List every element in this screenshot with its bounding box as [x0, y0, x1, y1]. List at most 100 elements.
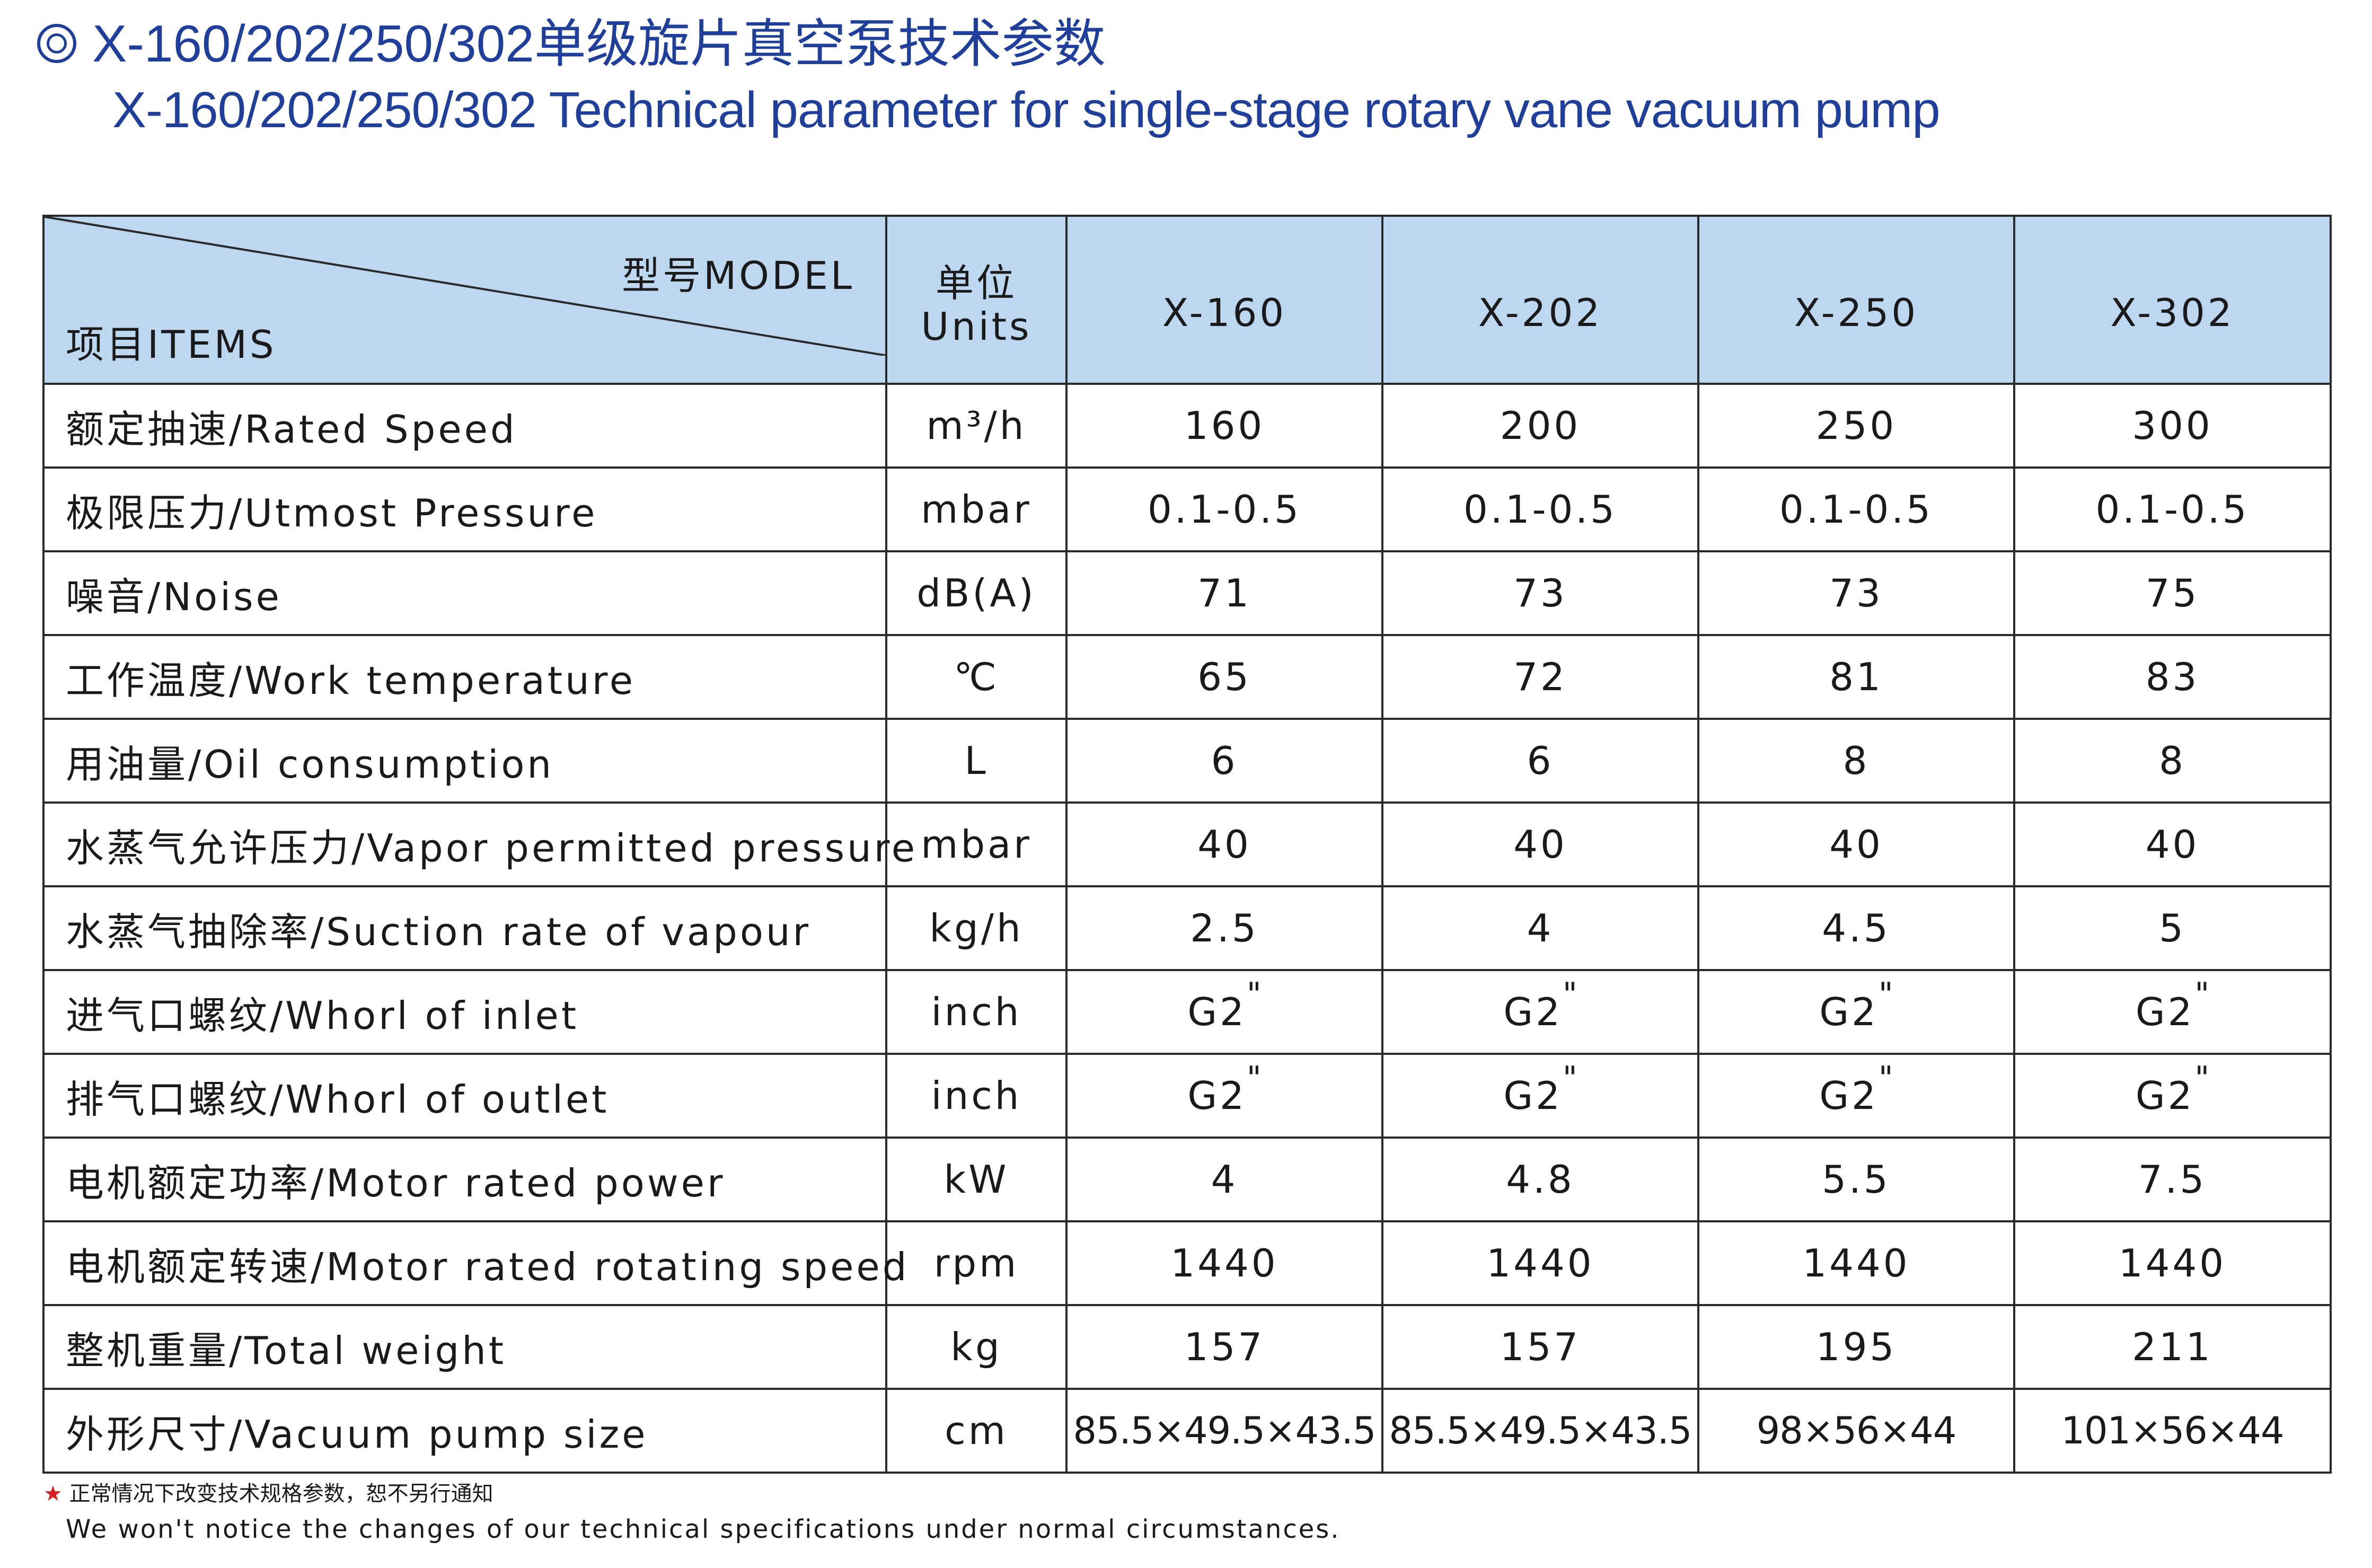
row-unit: mbar	[885, 466, 1068, 552]
row-item-label: 整机重量/Total weight	[42, 1304, 887, 1390]
header-units-cn: 单位	[935, 261, 1017, 305]
row-value-4: 40	[2013, 801, 2332, 887]
header-model-3: X-250	[1697, 215, 2015, 385]
inch-mark: "	[1879, 976, 1893, 1013]
inch-mark: "	[1563, 976, 1577, 1013]
row-unit: inch	[885, 969, 1068, 1055]
row-value-4: 300	[2013, 383, 2332, 469]
row-unit: m³/h	[885, 383, 1068, 469]
row-value-2: 4.8	[1381, 1137, 1699, 1222]
row-value-2: 73	[1381, 550, 1699, 636]
row-value-2: 157	[1381, 1304, 1699, 1390]
table-row: 外形尺寸/Vacuum pump size cm 85.5×49.5×43.5 85.…	[42, 1388, 2332, 1474]
diagonal-line	[46, 218, 884, 356]
row-item-label: 排气口螺纹/Whorl of outlet	[42, 1053, 887, 1139]
row-value-1: 157	[1065, 1304, 1383, 1390]
header-model-1: X-160	[1065, 215, 1383, 385]
row-value-1: 65	[1065, 634, 1383, 720]
header-units: 单位 Units	[885, 215, 1068, 385]
row-unit: ℃	[885, 634, 1068, 720]
row-value-3: G2"	[1697, 1053, 2015, 1139]
table-row: 整机重量/Total weight kg 157 157 195 211	[42, 1304, 2332, 1390]
row-value-2: 40	[1381, 801, 1699, 887]
inch-mark: "	[1247, 1060, 1262, 1097]
table-row: 排气口螺纹/Whorl of outlet inch G2" G2" G2" G2"	[42, 1053, 2332, 1139]
inch-mark: "	[1563, 1060, 1577, 1097]
header-items-label: 项目ITEMS	[66, 322, 277, 367]
table-row: 额定抽速/Rated Speed m³/h 160 200 250 300	[42, 383, 2332, 469]
header-model-4: X-302	[2013, 215, 2332, 385]
row-value-4: 8	[2013, 718, 2332, 804]
row-value-1: 6	[1065, 718, 1383, 804]
footnote-chinese: 正常情况下改变技术规格参数，恕不另行通知	[69, 1482, 493, 1506]
row-item-label: 噪音/Noise	[42, 550, 887, 636]
table-row: 水蒸气抽除率/Suction rate of vapour kg/h 2.5 4 4.5…	[42, 885, 2332, 971]
row-unit: dB(A)	[885, 550, 1068, 636]
row-value-2: 72	[1381, 634, 1699, 720]
row-item-label: 水蒸气允许压力/Vapor permitted pressure	[42, 801, 915, 887]
header-units-en: Units	[921, 304, 1032, 349]
value-text: G2	[1503, 1073, 1563, 1118]
row-value-3: 195	[1697, 1304, 2015, 1390]
title-english: X-160/202/250/302 Technical parameter fo…	[112, 82, 1941, 138]
table-row: 工作温度/Work temperature ℃ 65 72 81 83	[42, 634, 2332, 720]
table-row: 进气口螺纹/Whorl of inlet inch G2" G2" G2" G2"	[42, 969, 2332, 1055]
row-value-1: 4	[1065, 1137, 1383, 1222]
row-value-4: 83	[2013, 634, 2332, 720]
inch-mark: "	[1247, 976, 1262, 1013]
row-unit: inch	[885, 1053, 1068, 1139]
header-model-2: X-202	[1381, 215, 1699, 385]
row-item-label: 工作温度/Work temperature	[42, 634, 887, 720]
row-value-4: 1440	[2013, 1220, 2332, 1306]
row-value-3: 0.1-0.5	[1697, 466, 2015, 552]
table-row: 水蒸气允许压力/Vapor permitted pressure mbar 40 40…	[42, 801, 2332, 887]
row-value-2: 200	[1381, 383, 1699, 469]
row-value-4: 0.1-0.5	[2013, 466, 2332, 552]
row-value-2: G2"	[1381, 1053, 1699, 1139]
value-text: G2	[2135, 990, 2195, 1034]
inch-mark: "	[2194, 976, 2210, 1013]
table-header-row: 型号MODEL 项目ITEMS 单位 Units X-160 X-202 X-2…	[42, 215, 2332, 385]
row-value-4: 75	[2013, 550, 2332, 636]
row-value-1: 40	[1065, 801, 1383, 887]
row-value-3: 81	[1697, 634, 2015, 720]
value-text: G2	[1187, 990, 1247, 1034]
inch-mark: "	[1879, 1060, 1893, 1097]
row-value-1: 85.5×49.5×43.5	[1065, 1388, 1383, 1474]
row-value-3: G2"	[1697, 969, 2015, 1055]
row-value-1: 160	[1065, 383, 1383, 469]
row-unit: kg/h	[885, 885, 1068, 971]
row-value-2: 0.1-0.5	[1381, 466, 1699, 552]
footnote-english: We won't notice the changes of our techn…	[66, 1514, 1341, 1544]
row-unit: L	[885, 718, 1068, 804]
row-value-1: 1440	[1065, 1220, 1383, 1306]
inch-mark: "	[2194, 1060, 2210, 1097]
row-item-label: 水蒸气抽除率/Suction rate of vapour	[42, 885, 887, 971]
row-item-label: 电机额定功率/Motor rated power	[42, 1137, 887, 1222]
row-item-label: 用油量/Oil consumption	[42, 718, 887, 804]
row-value-1: G2"	[1065, 1053, 1383, 1139]
row-item-label: 电机额定转速/Motor rated rotating speed	[42, 1220, 906, 1306]
spec-table: 型号MODEL 项目ITEMS 单位 Units X-160 X-202 X-2…	[42, 215, 2332, 1474]
row-unit: rpm	[885, 1220, 1068, 1306]
header-model-label: 型号MODEL	[622, 253, 854, 298]
star-icon: ★	[43, 1482, 63, 1506]
row-value-3: 98×56×44	[1697, 1388, 2015, 1474]
table-row: 电机额定功率/Motor rated power kW 4 4.8 5.5 7.5	[42, 1137, 2332, 1222]
value-text: G2	[1503, 990, 1563, 1034]
row-value-4: G2"	[2013, 1053, 2332, 1139]
table-row: 用油量/Oil consumption L 6 6 8 8	[42, 718, 2332, 804]
row-unit: cm	[885, 1388, 1068, 1474]
row-value-3: 73	[1697, 550, 2015, 636]
row-unit: kg	[885, 1304, 1068, 1390]
table-row: 噪音/Noise dB(A) 71 73 73 75	[42, 550, 2332, 636]
row-value-3: 4.5	[1697, 885, 2015, 971]
row-item-label: 进气口螺纹/Whorl of inlet	[42, 969, 887, 1055]
header-diagonal-cell: 型号MODEL 项目ITEMS	[42, 215, 887, 385]
title-chinese: X-160/202/250/302单级旋片真空泵技术参数	[92, 14, 1106, 73]
table-row: 电机额定转速/Motor rated rotating speed rpm 1440…	[42, 1220, 2332, 1306]
row-value-4: 5	[2013, 885, 2332, 971]
row-value-3: 250	[1697, 383, 2015, 469]
row-value-1: G2"	[1065, 969, 1383, 1055]
page-title: X-160/202/250/302单级旋片真空泵技术参数 X-160/202/2…	[37, 12, 1941, 142]
